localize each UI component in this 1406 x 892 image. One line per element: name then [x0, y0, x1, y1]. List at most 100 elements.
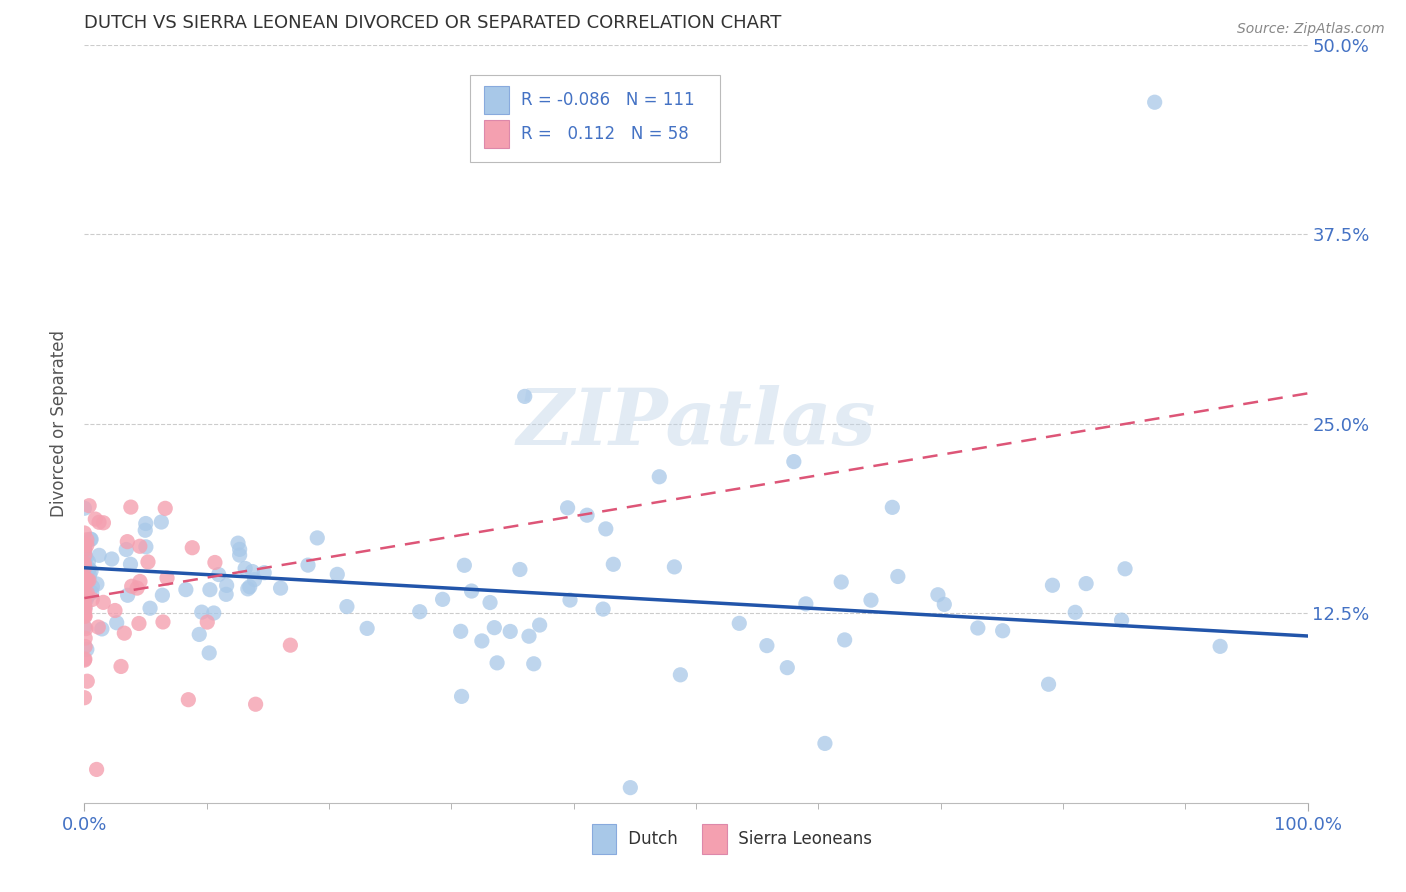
Point: [155, 501, 177, 516]
FancyBboxPatch shape: [592, 824, 616, 855]
Point: [73, 574, 96, 589]
Point: [80, 585, 103, 599]
Point: [233, 561, 256, 575]
Point: [1042, 578, 1064, 592]
Point: [73, 600, 96, 615]
Point: [517, 629, 540, 643]
Point: [93, 516, 115, 530]
Point: [150, 515, 173, 529]
Point: [76, 674, 98, 689]
Point: [557, 500, 579, 515]
Point: [73, 609, 96, 624]
Point: [129, 574, 152, 589]
Point: [75, 622, 97, 636]
Point: [794, 597, 817, 611]
Point: [484, 621, 506, 635]
Point: [181, 541, 204, 555]
Point: [73, 690, 96, 705]
Point: [76, 592, 98, 607]
Point: [150, 588, 173, 602]
Point: [120, 500, 142, 514]
Point: [243, 573, 266, 587]
Point: [80, 533, 103, 547]
Point: [76, 589, 98, 603]
Point: [152, 615, 174, 629]
Text: R =   0.112   N = 58: R = 0.112 N = 58: [522, 125, 689, 143]
Point: [90, 622, 112, 636]
Point: [75, 631, 97, 645]
Point: [215, 587, 238, 601]
Point: [110, 659, 132, 673]
Point: [75, 590, 97, 604]
Point: [112, 626, 135, 640]
Point: [73, 601, 96, 615]
Point: [115, 542, 138, 557]
Point: [91, 595, 114, 609]
FancyBboxPatch shape: [702, 824, 727, 855]
Point: [592, 602, 614, 616]
Point: [236, 582, 259, 596]
Point: [73, 560, 96, 574]
Point: [73, 609, 96, 624]
Point: [135, 516, 157, 531]
Point: [86, 763, 108, 777]
Point: [100, 552, 122, 566]
Point: [619, 780, 641, 795]
Point: [136, 555, 159, 569]
Point: [127, 581, 149, 595]
Point: [228, 542, 250, 557]
Point: [73, 501, 96, 516]
Point: [529, 618, 551, 632]
Point: [297, 558, 319, 573]
FancyBboxPatch shape: [484, 120, 509, 148]
Point: [280, 638, 302, 652]
Point: [76, 574, 98, 588]
Point: [1209, 640, 1232, 654]
Point: [208, 567, 231, 582]
Point: [73, 569, 96, 583]
Point: [307, 531, 329, 545]
Point: [87, 549, 110, 563]
Point: [75, 550, 97, 565]
Point: [156, 571, 179, 585]
Point: [834, 632, 856, 647]
Point: [513, 389, 536, 403]
Point: [887, 569, 910, 583]
Point: [75, 640, 97, 654]
Point: [830, 575, 852, 590]
Point: [450, 690, 472, 704]
Point: [202, 606, 225, 620]
Point: [79, 568, 101, 582]
Point: [174, 582, 197, 597]
Point: [84, 512, 107, 526]
Point: [73, 604, 96, 618]
Point: [105, 615, 128, 630]
Point: [1038, 677, 1060, 691]
Point: [1111, 613, 1133, 627]
Point: [228, 548, 250, 562]
Point: [128, 616, 150, 631]
Point: [479, 595, 502, 609]
Point: [669, 668, 692, 682]
Point: [728, 616, 751, 631]
Point: [80, 564, 103, 578]
Point: [73, 543, 96, 558]
Text: Source: ZipAtlas.com: Source: ZipAtlas.com: [1237, 22, 1385, 37]
Point: [73, 557, 96, 571]
Y-axis label: Divorced or Separated: Divorced or Separated: [51, 330, 69, 517]
Point: [75, 591, 97, 606]
Point: [1074, 576, 1097, 591]
Point: [177, 692, 200, 706]
Point: [253, 566, 276, 580]
Point: [460, 584, 482, 599]
Point: [73, 652, 96, 666]
Point: [270, 581, 292, 595]
Point: [76, 642, 98, 657]
Point: [198, 582, 221, 597]
Point: [242, 565, 264, 579]
Point: [595, 522, 617, 536]
Point: [409, 605, 432, 619]
Text: R = -0.086   N = 111: R = -0.086 N = 111: [522, 91, 695, 109]
Point: [73, 597, 96, 611]
Point: [1064, 605, 1087, 619]
